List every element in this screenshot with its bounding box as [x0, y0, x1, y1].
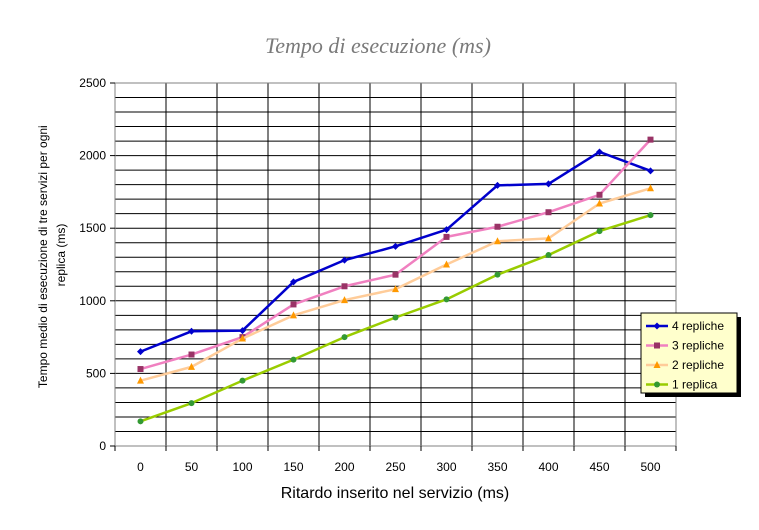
x-axis-label: Ritardo inserito nel servizio (ms) — [281, 485, 510, 502]
y-tick-label: 500 — [86, 366, 106, 380]
data-point — [494, 237, 501, 245]
data-point — [647, 167, 654, 175]
y-axis-label-line-1: Tempo medio di esecuzione di tre servizi… — [36, 125, 50, 388]
legend-label: 4 repliche — [672, 319, 724, 333]
data-point — [341, 334, 348, 341]
y-tick-label: 1000 — [79, 294, 106, 308]
data-point — [392, 271, 399, 278]
data-point — [596, 148, 603, 156]
data-point — [188, 400, 195, 407]
data-point — [290, 278, 297, 286]
data-point — [596, 191, 603, 198]
series-2 — [137, 184, 654, 384]
data-point — [341, 296, 348, 304]
data-point — [188, 362, 195, 370]
data-point — [494, 181, 501, 189]
data-point — [239, 334, 246, 342]
x-axis-ticks: 0 50 100 150 200 250 300 350 400 450 500 — [114, 446, 677, 474]
x-tick-label: 400 — [538, 460, 558, 474]
series-0 — [137, 148, 654, 356]
data-point — [647, 184, 654, 192]
data-point — [545, 180, 552, 188]
data-point — [239, 327, 246, 335]
y-tick-label: 2000 — [79, 149, 106, 163]
x-tick-label: 350 — [487, 460, 507, 474]
plot-area-border — [114, 82, 677, 447]
legend-marker — [653, 361, 661, 368]
legend-label: 2 repliche — [672, 358, 724, 372]
data-point — [443, 233, 450, 240]
y-tick-label: 1500 — [79, 221, 106, 235]
data-point — [341, 283, 348, 290]
data-point — [494, 271, 501, 278]
series-3 — [137, 212, 654, 425]
legend-marker — [653, 322, 661, 330]
series-1 — [137, 136, 654, 373]
x-tick-label: 0 — [137, 460, 144, 474]
legend-marker — [654, 381, 660, 388]
data-point — [494, 223, 501, 230]
x-tick-label: 300 — [436, 460, 456, 474]
data-point — [596, 228, 603, 235]
x-tick-label: 450 — [589, 460, 609, 474]
x-tick-label: 50 — [185, 460, 199, 474]
y-axis-label-line-2: replica (ms) — [54, 224, 68, 287]
y-tick-label: 0 — [99, 439, 106, 453]
chart-title: Tempo di esecuzione (ms) — [265, 33, 491, 58]
data-point — [647, 136, 654, 143]
data-point — [392, 285, 399, 293]
data-point — [341, 256, 348, 264]
gridlines — [115, 83, 676, 446]
data-point — [545, 234, 552, 242]
data-point — [290, 301, 297, 308]
legend: 4 repliche 3 repliche 2 repliche 1 replica — [640, 312, 741, 397]
data-point — [137, 418, 144, 425]
x-tick-label: 250 — [385, 460, 405, 474]
y-axis-ticks: 0 500 1000 1500 2000 2500 — [79, 76, 115, 453]
data-point — [443, 226, 450, 234]
data-point — [137, 366, 144, 373]
data-point — [596, 199, 603, 207]
x-tick-label: 100 — [232, 460, 252, 474]
data-point — [188, 351, 195, 358]
data-point — [188, 327, 195, 335]
data-point — [239, 377, 246, 384]
legend-marker — [654, 342, 660, 349]
data-point — [545, 252, 552, 259]
x-tick-label: 150 — [283, 460, 303, 474]
data-point — [392, 314, 399, 321]
data-point — [392, 242, 399, 250]
y-tick-label: 2500 — [79, 76, 106, 90]
x-tick-label: 500 — [640, 460, 660, 474]
data-point — [137, 376, 144, 384]
legend-label: 1 replica — [672, 378, 718, 392]
legend-label: 3 repliche — [672, 339, 724, 353]
data-point — [290, 356, 297, 363]
data-point — [137, 348, 144, 356]
data-point — [290, 311, 297, 319]
data-point — [545, 209, 552, 216]
series-lines — [137, 136, 654, 425]
data-point — [443, 260, 450, 268]
data-point — [647, 212, 654, 219]
data-point — [443, 296, 450, 303]
x-tick-label: 200 — [334, 460, 354, 474]
y-axis-label: Tempo medio di esecuzione di tre servizi… — [36, 122, 68, 388]
